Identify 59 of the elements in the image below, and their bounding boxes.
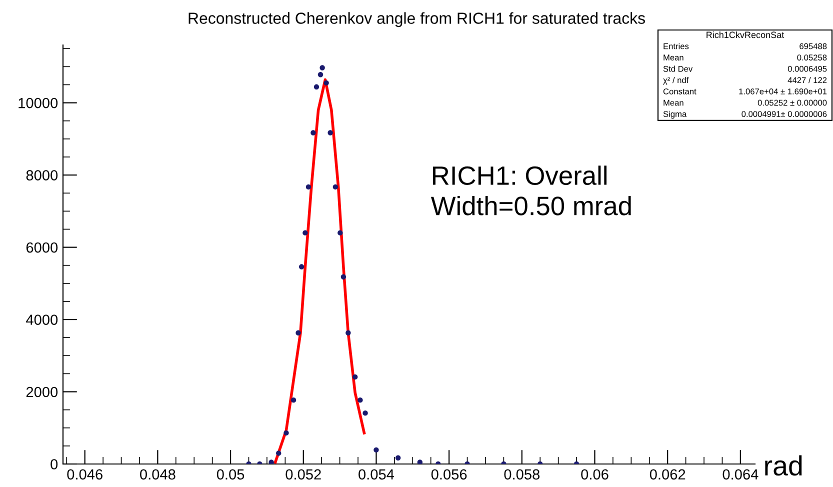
y-tick-label: 2000 (26, 386, 58, 398)
point (328, 130, 333, 136)
x-tick-label: 0.054 (358, 469, 394, 480)
point (290, 397, 296, 403)
y-tick-label: 6000 (26, 242, 58, 253)
annotation: RICH1: Overall Width=0.50 mrad (430, 166, 631, 216)
annotation: Mean (664, 100, 684, 106)
point (374, 447, 379, 453)
x-tick-label: 0.046 (67, 469, 102, 480)
point (395, 455, 401, 460)
annotation: 0.0004991± 0.0000006 (742, 111, 827, 117)
annotation: Mean (664, 54, 684, 60)
y-tick-label: 10000 (18, 98, 58, 108)
point (362, 410, 368, 416)
y-tick-label: 0 (50, 459, 58, 470)
annotation: Entries (664, 43, 689, 50)
y-tick-label: 8000 (26, 170, 58, 180)
annotation: χ² / ndf (663, 76, 689, 85)
text: 0.05258 (797, 54, 827, 60)
annotation: Sigma (663, 110, 687, 119)
point (318, 72, 324, 78)
annotation: Constant (663, 88, 696, 94)
point (338, 230, 343, 236)
point (352, 374, 358, 380)
x-tick-label: 0.06 (581, 469, 608, 480)
point (276, 450, 282, 456)
point (306, 184, 312, 190)
x-tick-label: 0.05 (216, 469, 244, 480)
text: Rich1CkvReconSat (706, 31, 784, 38)
annotation: 1.067e+04 ± 1.690e+01 (739, 88, 827, 94)
x-tick-label: 0.056 (431, 469, 467, 480)
line-series (274, 78, 366, 464)
point (358, 397, 363, 403)
text: 0.05252 ± 0.00000 (758, 100, 827, 106)
point (296, 330, 301, 336)
point (310, 130, 316, 136)
point (324, 80, 329, 86)
x-tick-label: 0.052 (286, 469, 321, 480)
y-tick-label: 4000 (26, 314, 58, 325)
x-tick-label: 0.064 (722, 469, 758, 480)
point (346, 330, 351, 336)
x-tick-label: 0.058 (504, 469, 540, 480)
point (332, 184, 338, 190)
x-axis-title: rad (765, 455, 802, 476)
text: 4427 / 122 (788, 76, 827, 84)
text: 695488 (800, 43, 827, 50)
point (320, 65, 325, 70)
x-tick-label: 0.048 (140, 469, 176, 480)
x-tick-label: 0.062 (650, 469, 686, 480)
point (284, 430, 289, 436)
point (298, 264, 304, 270)
point (302, 230, 308, 236)
point (314, 84, 320, 90)
point (340, 274, 346, 280)
chart-title: Reconstructed Cherenkov angle from RICH1 for saturated tracks (188, 12, 645, 28)
point (417, 460, 423, 464)
annotation: Std Dev (663, 66, 693, 72)
point (268, 460, 274, 464)
text: 0.0006495 (788, 66, 827, 72)
